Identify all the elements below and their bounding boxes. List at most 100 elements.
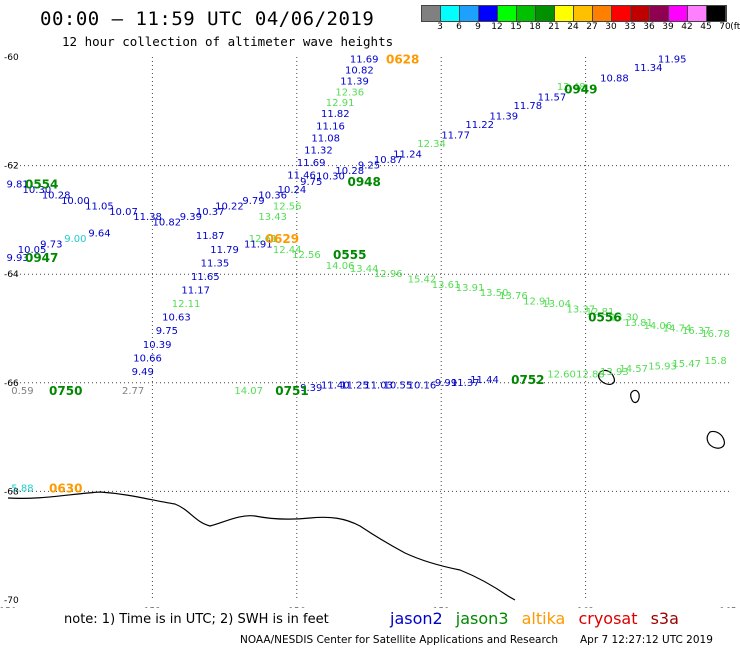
wave-height-value: 11.78 [514,101,543,112]
wave-height-value: 13.93 [600,367,629,378]
wave-height-value: 12.88 [576,370,605,381]
scale-label-6: 21 [548,22,560,32]
satellite-legend: jason2 jason3 altika cryosat s3a [390,609,687,628]
scale-swatch-12 [650,6,669,21]
wave-height-value: 12.34 [417,139,446,150]
wave-height-value: 10.82 [345,66,374,77]
sat-legend-jason2: jason2 [390,609,443,628]
y-tick-label: -70 [4,596,19,606]
scale-label-0: 3 [437,22,443,32]
scale-label-4: 15 [510,22,522,32]
wave-height-value: 14.06 [643,321,672,332]
sat-legend-s3a: s3a [650,609,679,628]
wave-height-value: 11.05 [85,201,114,212]
footer-note: note: 1) Time is in UTC; 2) SWH is in fe… [64,612,329,627]
x-tick-label: 156 [288,607,305,608]
wave-height-value: 12.81 [586,307,615,318]
wave-height-value: 11.24 [393,150,422,161]
y-tick-label: -62 [4,162,19,172]
wave-height-value: 10.28 [335,166,364,177]
wave-height-value: 11.91 [244,239,273,250]
scale-label-15: 70 [719,22,731,32]
wave-height-value: 11.44 [470,375,499,386]
wave-height-value: 9.81 [6,180,28,191]
y-tick-label: -64 [4,270,19,280]
wave-height-value: 11.40 [321,381,350,392]
altimeter-map: 150 153 156 159 162 165 -60 -62 -64 -66 -68 -70 11.… [0,53,737,608]
scale-swatch-2 [460,6,479,21]
scale-label-11: 36 [643,22,655,32]
wave-height-value: 11.03 [364,381,393,392]
wave-height-value: 10.30 [316,171,345,182]
x-tick-label: 162 [577,607,594,608]
wave-height-value: 10.05 [18,245,47,256]
wave-height-value: 10.22 [215,201,244,212]
scale-label-7: 24 [567,22,579,32]
wave-height-value: 10.82 [153,218,182,229]
wave-height-value: 12.60 [547,370,576,381]
wave-height-value: 10.00 [61,196,90,207]
scale-swatch-15 [707,6,726,21]
pass-time-label: 0629 [266,232,299,246]
scale-swatch-10 [612,6,631,21]
grid-lines [8,57,730,600]
wave-height-value: 10.63 [162,313,191,324]
wave-height-value: 11.39 [340,76,369,87]
wave-height-value: 12.11 [172,299,201,310]
wave-height-value: 13.76 [499,291,528,302]
pass-time-label: 0555 [333,248,366,262]
wave-height-value: 11.16 [316,122,345,133]
wave-height-value: 11.35 [201,258,230,269]
wave-height-value: 11.25 [340,381,369,392]
wave-height-value: 10.30 [23,185,52,196]
wave-height-value: 9.39 [180,212,202,223]
scale-swatch-6 [536,6,555,21]
wave-height-value: 11.77 [441,131,470,142]
x-tick-label: 165 [719,607,736,608]
wave-height-value: 11.65 [191,272,220,283]
x-tick-label: 150 [0,607,17,608]
wave-height-value: 13.50 [480,288,509,299]
wave-height-value: 5.88 [11,484,33,495]
generation-timestamp: Apr 7 12:27:12 UTC 2019 [580,634,713,646]
scale-swatch-3 [479,6,498,21]
wave-height-value: 11.39 [489,112,518,123]
coastline [7,369,725,601]
wave-height-value: 0.59 [11,386,33,397]
wave-height-labels: 11.6910.8211.3912.3612.9111.8211.1611.08… [6,53,729,496]
wave-height-value: 10.16 [408,381,437,392]
wave-height-value: 11.69 [350,55,379,66]
pass-time-label: 0752 [511,373,544,387]
wave-height-value: 13.81 [624,318,653,329]
y-tick-label: -68 [4,487,19,497]
scale-label-3: 12 [491,22,503,32]
wave-height-value: 12.96 [374,269,403,280]
island-buckle [630,389,640,404]
wave-height-value: 11.32 [304,145,333,156]
island-sturge [706,430,725,449]
wave-height-value: 12.91 [326,98,355,109]
wave-height-value: 10.88 [600,74,629,85]
scale-swatch-8 [574,6,593,21]
wave-height-value: 12.61 [249,234,278,245]
y-tick-label: -60 [4,53,19,63]
wave-height-value: 13.30 [610,313,639,324]
pass-time-label: 0947 [25,251,58,265]
wave-height-value: 16.37 [682,326,711,337]
wave-height-value: 11.69 [297,158,326,169]
wave-height-value: 10.07 [109,207,138,218]
pass-time-label: 0630 [49,482,82,496]
credit-text: NOAA/NESDIS Center for Satellite Applica… [240,634,558,646]
wave-height-value: 10.36 [258,190,287,201]
island-young [598,369,615,385]
pass-time-label: 0949 [564,83,597,97]
wave-height-value: 11.38 [133,212,162,223]
wave-height-value: 9.39 [300,383,322,394]
wave-height-value: 2.77 [122,386,144,397]
scale-swatch-13 [669,6,688,21]
wave-height-value: 11.34 [634,63,663,74]
scale-label-9: 30 [605,22,617,32]
wave-height-value: 15.8 [704,356,726,367]
wave-height-value: 10.39 [143,340,172,351]
wave-height-value: 10.66 [133,353,162,364]
